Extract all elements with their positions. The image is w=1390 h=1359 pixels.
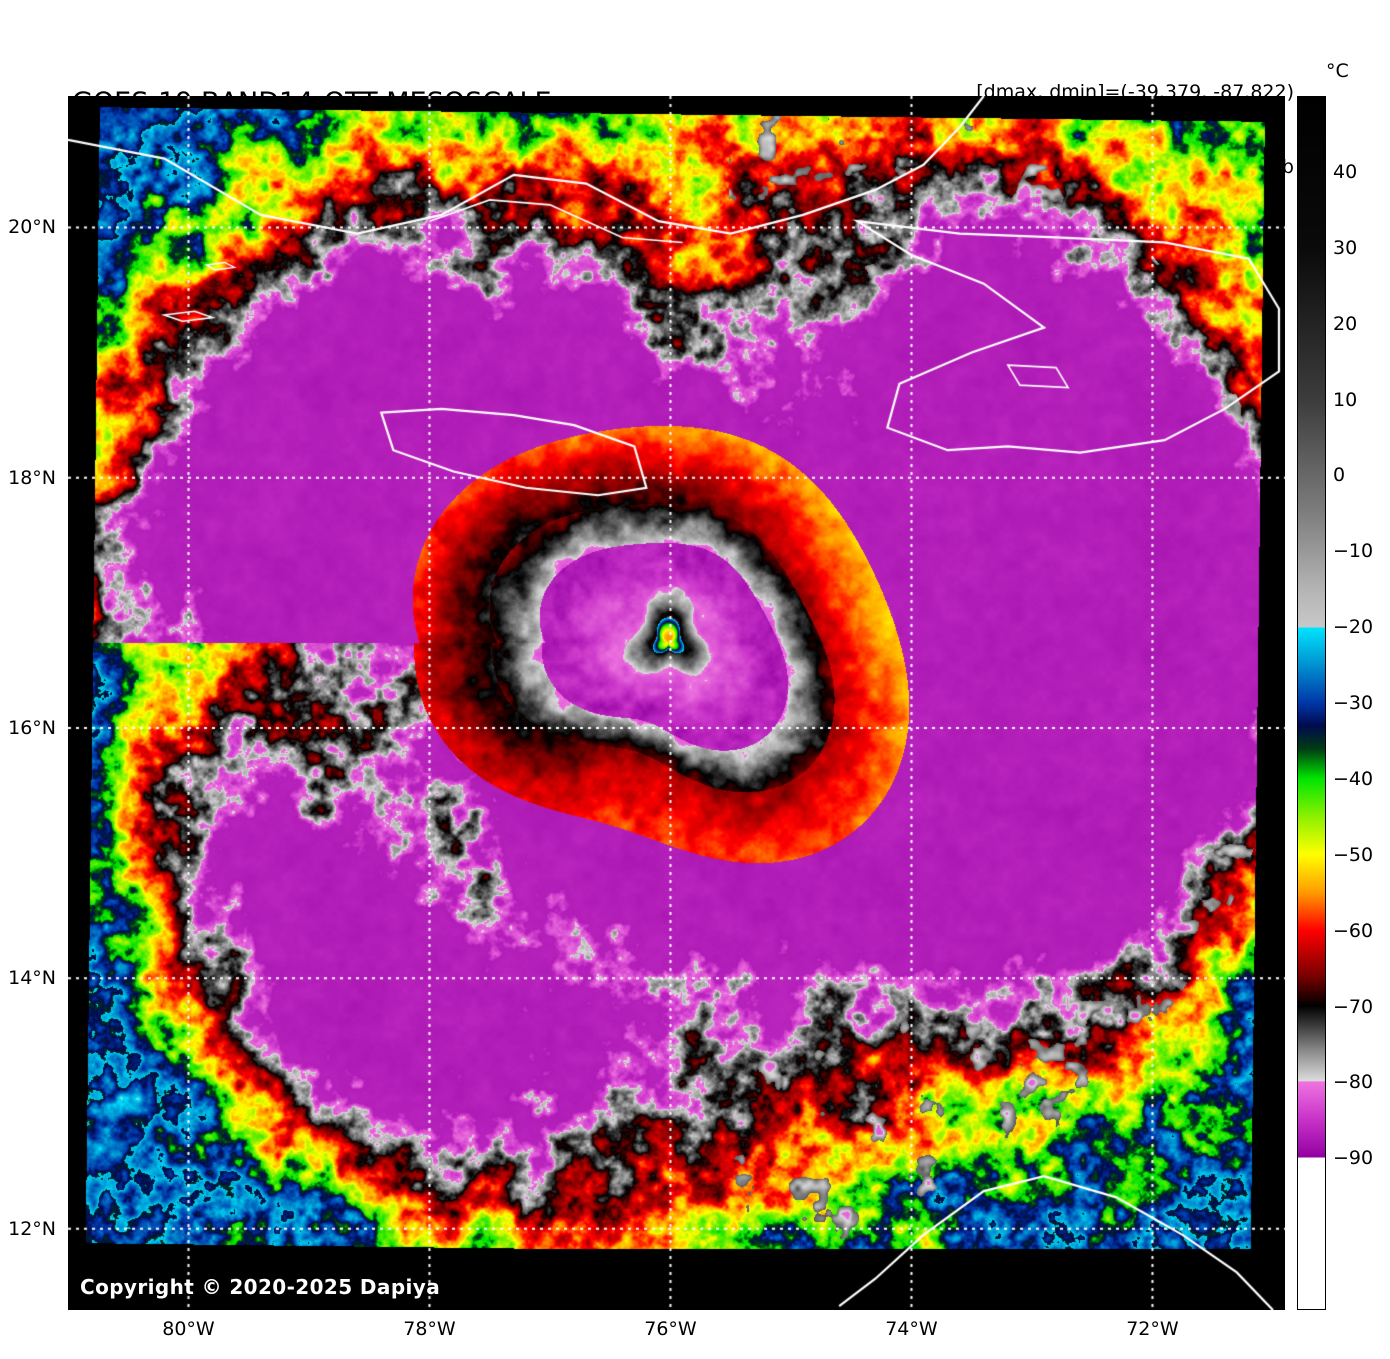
copyright-notice: Copyright © 2020-2025 Dapiya [80,1275,441,1299]
lat-tick-label: 14°N [8,967,56,990]
lon-tick-label: 72°W [1126,1318,1179,1340]
colorbar-tick-label: −30 [1333,692,1374,714]
lat-tick-label: 20°N [8,216,56,239]
lon-tick-label: 74°W [885,1318,938,1340]
colorbar-tick-label: −80 [1333,1071,1374,1094]
colorbar-gradient [1297,96,1326,1310]
infrared-satellite-canvas [68,96,1285,1310]
colorbar-tick-label: −20 [1333,616,1374,639]
colorbar-tick-label: −90 [1333,1147,1374,1170]
colorbar-tick-label: 20 [1333,312,1358,335]
colorbar-tick-label: −10 [1333,540,1374,563]
colorbar-tick-label: 0 [1333,464,1346,487]
satellite-image-plot [68,96,1285,1310]
colorbar-tick-label: 40 [1333,160,1358,183]
lat-tick-label: 12°N [8,1217,56,1240]
colorbar-tick-label: −60 [1333,919,1374,942]
lat-tick-label: 16°N [8,717,56,740]
lat-tick-label: 18°N [8,466,56,489]
colorbar-tick-label: 30 [1333,236,1358,259]
colorbar-tick-label: −70 [1333,995,1374,1018]
lon-tick-label: 80°W [162,1318,215,1340]
colorbar-unit-label: °C [1326,60,1349,82]
temperature-colorbar [1297,96,1326,1310]
colorbar-tick-label: −50 [1333,843,1374,866]
lon-tick-label: 76°W [644,1318,697,1340]
colorbar-tick-label: 10 [1333,388,1358,411]
colorbar-tick-label: −40 [1333,767,1374,790]
lon-tick-label: 78°W [403,1318,456,1340]
